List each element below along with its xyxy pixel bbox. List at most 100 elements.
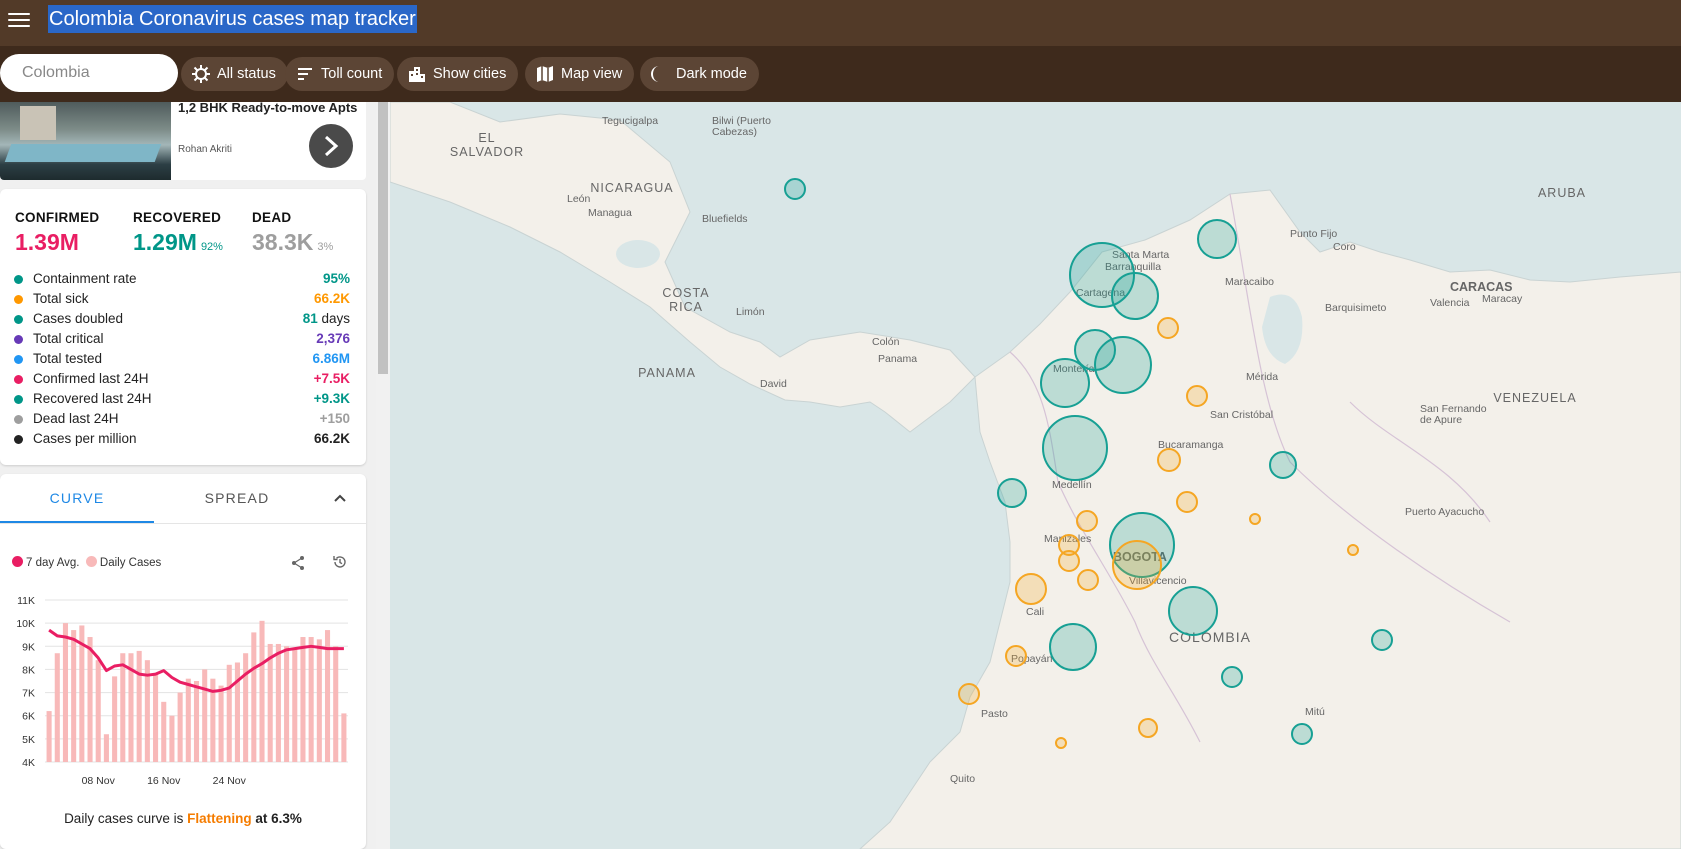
recovered-cases-bubble[interactable] — [784, 178, 806, 200]
recovered-cases-bubble[interactable] — [1197, 219, 1237, 259]
metric-dot — [14, 355, 23, 364]
daily-case-bar — [161, 701, 167, 762]
sick-cases-bubble[interactable] — [1186, 385, 1208, 407]
city-label: Bilwi (Puerto Cabezas) — [712, 115, 771, 138]
toolbar: All status Toll count Show cities Map vi… — [0, 46, 1681, 102]
stats-card: CONFIRMED 1.39M RECOVERED 1.29M 92% DEAD … — [0, 189, 366, 465]
ad-banner[interactable]: 1,2 BHK Ready-to-move Apts Rohan Akriti — [0, 102, 366, 180]
metric-row: Total sick 66.2K — [14, 290, 350, 310]
sick-cases-bubble[interactable] — [1138, 718, 1158, 738]
all-status-label: All status — [217, 66, 276, 82]
city-label: Tegucigalpa — [602, 115, 658, 127]
tab-spread[interactable]: SPREAD — [204, 490, 270, 506]
recovered-cases-bubble[interactable] — [1049, 623, 1097, 671]
city-label: Panama — [878, 353, 917, 365]
map-view[interactable]: EL SALVADOR NICARAGUA COSTA RICA PANAMA ARUBA V… — [390, 102, 1681, 849]
sort-icon — [298, 68, 312, 80]
chevron-up-icon[interactable] — [330, 488, 350, 508]
y-tick-label: 4K — [22, 757, 35, 769]
recovered-cases-bubble[interactable] — [997, 478, 1027, 508]
show-cities-chip[interactable]: Show cities — [397, 57, 519, 91]
city-label: Santa Marta — [1112, 249, 1169, 261]
show-cities-label: Show cities — [433, 66, 507, 82]
toll-count-chip[interactable]: Toll count — [285, 57, 395, 91]
panel-scroll-thumb[interactable] — [378, 102, 388, 374]
sick-cases-bubble[interactable] — [1005, 645, 1027, 667]
city-label: Managua — [588, 207, 632, 219]
daily-case-bar — [210, 678, 216, 762]
recovered-cases-bubble[interactable] — [1040, 358, 1090, 408]
country-search-input[interactable] — [0, 54, 178, 92]
tab-curve[interactable]: CURVE — [0, 474, 154, 523]
country-label: COLOMBIA — [1169, 629, 1251, 645]
map-canvas[interactable]: EL SALVADOR NICARAGUA COSTA RICA PANAMA ARUBA V… — [390, 102, 1681, 849]
recovered-cases-bubble[interactable] — [1221, 666, 1243, 688]
recovered-cases-bubble[interactable] — [1069, 242, 1135, 308]
daily-case-bar — [71, 630, 77, 762]
country-label: NICARAGUA — [590, 181, 673, 195]
daily-case-bar — [243, 653, 249, 762]
city-label: Mitú — [1305, 706, 1325, 718]
side-panel: 1,2 BHK Ready-to-move Apts Rohan Akriti … — [0, 102, 390, 849]
recovered-cases-bubble[interactable] — [1111, 272, 1159, 320]
recovered-cases-bubble[interactable] — [1291, 723, 1313, 745]
sick-cases-bubble[interactable] — [1058, 550, 1080, 572]
ad-next-button[interactable] — [309, 124, 353, 168]
metric-label: Dead last 24H — [33, 411, 119, 426]
sick-cases-bubble[interactable] — [1347, 544, 1359, 556]
sick-cases-bubble[interactable] — [958, 683, 980, 705]
city-label: Maracaibo — [1225, 276, 1274, 288]
page-title: Colombia Coronavirus cases map tracker — [48, 5, 417, 33]
recovered-cases-bubble[interactable] — [1269, 451, 1297, 479]
sick-cases-bubble[interactable] — [1077, 569, 1099, 591]
metric-row: Total critical 2,376 — [14, 330, 350, 350]
dark-mode-label: Dark mode — [676, 66, 747, 82]
country-label: EL SALVADOR — [450, 131, 524, 159]
daily-case-bar — [267, 643, 273, 762]
metric-row: Cases doubled 81 days — [14, 310, 350, 330]
recovered-cases-bubble[interactable] — [1094, 336, 1152, 394]
recovered-cases-bubble[interactable] — [1109, 512, 1175, 578]
menu-icon[interactable] — [8, 10, 30, 28]
sick-cases-bubble[interactable] — [1055, 737, 1067, 749]
summary-prefix: Daily cases curve is — [64, 811, 184, 826]
sick-cases-bubble[interactable] — [1076, 510, 1098, 532]
history-icon[interactable] — [332, 554, 348, 570]
map-view-label: Map view — [561, 66, 623, 82]
city-label: Colón — [872, 336, 900, 348]
sick-cases-bubble[interactable] — [1058, 534, 1080, 556]
metric-value: 6.86M — [312, 351, 350, 366]
daily-case-bar — [341, 713, 347, 762]
sick-cases-bubble[interactable] — [1015, 573, 1047, 605]
dead-label: DEAD — [252, 210, 292, 225]
sick-cases-bubble[interactable] — [1157, 448, 1181, 472]
sick-cases-bubble[interactable] — [1157, 317, 1179, 339]
daily-case-bar — [234, 662, 240, 762]
recovered-cases-bubble[interactable] — [1371, 629, 1393, 651]
metric-value: 66.2K — [313, 291, 350, 306]
country-label: ARUBA — [1538, 186, 1586, 200]
y-tick-label: 11K — [17, 595, 35, 607]
metric-label: Total tested — [33, 351, 103, 366]
recovered-cases-bubble[interactable] — [1042, 415, 1108, 481]
metric-value: 95% — [322, 271, 350, 286]
daily-case-bar — [136, 650, 142, 762]
metric-dot — [14, 395, 23, 404]
share-icon[interactable] — [290, 555, 306, 571]
metric-value: 2,376 — [316, 331, 350, 346]
metric-label: Cases per million — [33, 431, 137, 446]
city-label: Puerto Ayacucho — [1405, 506, 1484, 518]
sick-cases-bubble[interactable] — [1176, 491, 1198, 513]
city-label: Limón — [736, 306, 765, 318]
sick-cases-bubble[interactable] — [1249, 513, 1261, 525]
city-icon — [409, 67, 425, 82]
map-view-chip[interactable]: Map view — [525, 57, 635, 91]
sick-cases-bubble[interactable] — [1112, 540, 1162, 590]
recovered-cases-bubble[interactable] — [1168, 586, 1218, 636]
city-label: Quito — [950, 773, 975, 785]
title-bar: Colombia Coronavirus cases map tracker — [0, 0, 1681, 46]
dark-mode-chip[interactable]: Dark mode — [640, 57, 759, 91]
all-status-chip[interactable]: All status — [181, 57, 288, 91]
metric-row: Containment rate 95% — [14, 270, 350, 290]
daily-case-bar — [120, 653, 126, 762]
